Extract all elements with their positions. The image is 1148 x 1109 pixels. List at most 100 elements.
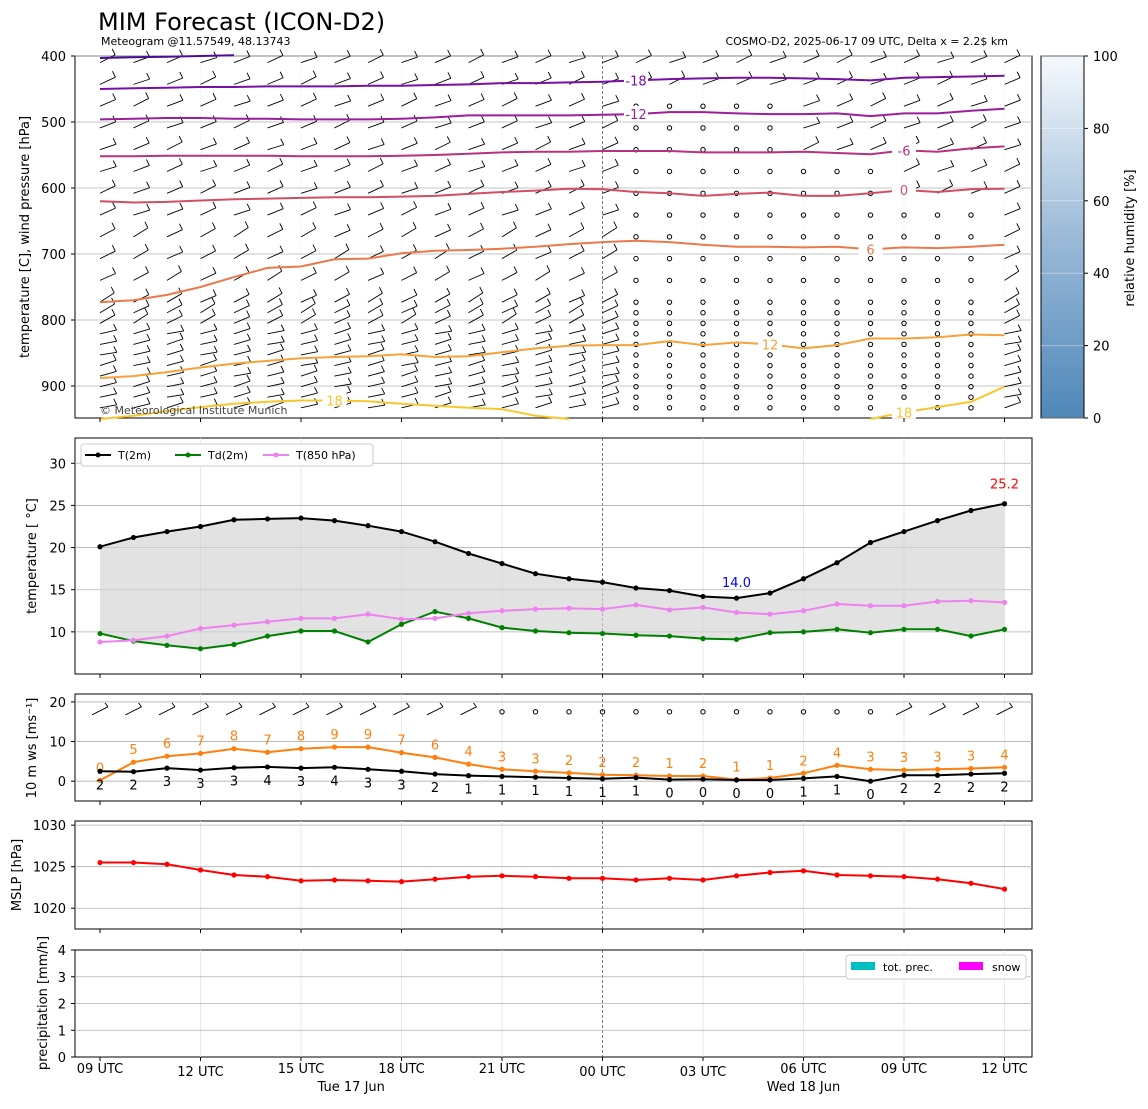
calm-wind-marker — [934, 299, 941, 305]
wind-barb — [836, 99, 853, 107]
wind-barb-flag — [138, 702, 142, 708]
wind-barb-flag — [615, 397, 620, 404]
data-point-mean-wind — [566, 775, 572, 781]
wind-barb — [434, 141, 451, 151]
wind-barb — [200, 370, 217, 377]
wind-barb-flag — [179, 71, 184, 79]
wind-barb-flag — [513, 266, 518, 273]
wind-barb — [401, 305, 418, 314]
wind-barb-flag — [380, 245, 384, 252]
calm-wind-marker — [700, 310, 706, 316]
wind-barb-flag — [983, 94, 988, 102]
wind-barb — [133, 361, 151, 366]
wind-barb — [468, 382, 486, 388]
data-point-t2m — [398, 528, 405, 535]
calm-wind-marker — [834, 352, 840, 358]
wind-barb-flag — [447, 49, 452, 57]
wind-barb-flag — [245, 265, 250, 273]
wind-barb — [166, 141, 183, 151]
wind-barb — [468, 359, 485, 366]
wind-barb — [501, 142, 518, 151]
wind-barb — [367, 163, 384, 172]
humidity-colorbar-ticks: 0 20 40 60 80 100 — [1041, 50, 1118, 427]
calm-wind-marker — [968, 352, 974, 358]
mean-wind-label: 3 — [230, 775, 238, 790]
wind-barb-flag — [346, 310, 351, 317]
wind-barb-flag — [380, 138, 385, 145]
wind-barb — [602, 227, 618, 238]
y-tick-label: 1025 — [33, 861, 66, 876]
isotherm-label-bg — [892, 404, 916, 419]
wind-barb-flag — [246, 94, 251, 102]
wind-barb-flag — [211, 297, 216, 304]
wind-barb — [1004, 55, 1021, 64]
wind-barb — [602, 209, 619, 216]
wind-barb-flag — [145, 92, 150, 99]
wind-barb — [300, 76, 317, 85]
calm-wind-marker — [834, 255, 840, 262]
wind-barb — [468, 166, 485, 172]
wind-barb — [99, 273, 116, 281]
x-tick-label: 12 UTC — [981, 1062, 1027, 1077]
wind-barb — [1004, 163, 1020, 172]
calm-wind-marker — [666, 168, 673, 175]
wind-barb — [937, 76, 953, 85]
wind-barb — [267, 228, 283, 238]
wind-barb-flag — [547, 223, 552, 230]
wind-barb — [401, 313, 417, 324]
wind-barb-flag — [447, 158, 451, 165]
wind-barb — [267, 185, 284, 194]
calm-wind-marker — [800, 299, 807, 305]
data-point-gust — [499, 766, 505, 772]
data-point-t850 — [599, 606, 606, 612]
calm-wind-marker — [867, 320, 874, 326]
precipitation-legend: tot. prec. snow — [845, 954, 1027, 980]
wind-barb — [937, 57, 954, 64]
wind-barb-flag — [514, 203, 519, 211]
data-point-t850 — [767, 611, 773, 617]
wind-barb — [568, 351, 586, 356]
calm-wind-marker — [901, 362, 907, 369]
wind-barb-flag — [815, 72, 820, 79]
wind-barb — [200, 381, 218, 388]
data-point-mslp — [298, 878, 304, 884]
wind-barb — [99, 370, 117, 377]
wind-barb — [233, 391, 251, 398]
wind-barb — [367, 314, 384, 324]
wind-barb-flag — [916, 49, 920, 56]
wind-barb — [468, 143, 485, 151]
wind-barb-flag — [213, 353, 217, 361]
wind-barb-flag — [413, 299, 418, 307]
data-point-gust — [398, 750, 405, 756]
humidity-colorbar — [1040, 55, 1085, 419]
wind-barb-flag — [546, 265, 551, 272]
wind-barb-flag — [314, 345, 319, 352]
mean-wind-label: 1 — [833, 783, 841, 798]
wind-barb — [200, 143, 217, 151]
calm-wind-marker — [800, 255, 807, 262]
calm-wind-marker — [901, 341, 907, 348]
isotherm-line — [99, 107, 1005, 121]
wind-barb — [1004, 304, 1020, 314]
wind-barb — [568, 329, 586, 335]
wind-barb-flag — [580, 244, 585, 252]
wind-barb — [334, 271, 350, 281]
data-point-mslp — [1001, 886, 1008, 892]
wind-barb — [1004, 185, 1021, 194]
mean-wind-label: 2 — [900, 782, 908, 797]
wind-barb-flag — [312, 201, 317, 208]
wind-barb-flag — [279, 202, 284, 209]
wind-barb-flag — [447, 94, 452, 101]
data-point-td2m — [733, 636, 740, 643]
wind-barb — [602, 164, 619, 172]
data-point-t850 — [666, 607, 673, 613]
wind-barb-flag — [347, 72, 351, 79]
wind-barb — [1004, 270, 1020, 281]
wind-barb — [166, 402, 184, 409]
wind-barb — [367, 228, 384, 238]
wind-barb — [359, 706, 377, 716]
wind-barb — [200, 250, 216, 260]
data-point-td2m — [97, 630, 103, 637]
calm-wind-marker — [800, 362, 807, 369]
wind-barb — [535, 163, 552, 172]
